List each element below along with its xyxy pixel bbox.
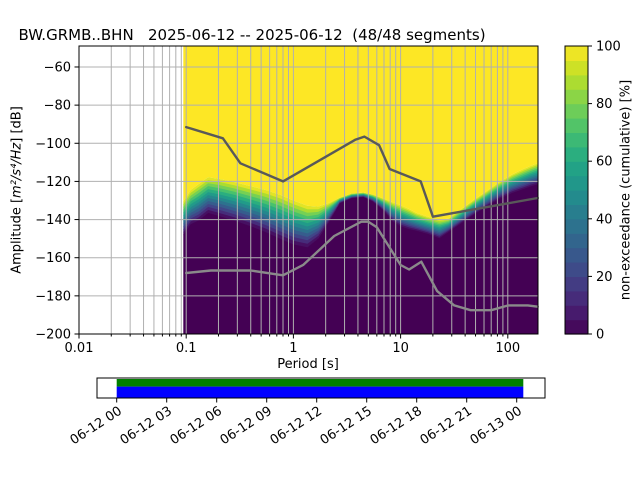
x-tick-label: 0.1 bbox=[176, 341, 197, 356]
y-tick-label: −60 bbox=[44, 60, 71, 75]
y-axis-label: Amplitude [m²/s⁴/Hz] [dB] bbox=[10, 106, 25, 274]
nhnm-line bbox=[184, 125, 539, 218]
y-tick-label: −120 bbox=[35, 175, 71, 190]
nhnm-line-group bbox=[184, 125, 539, 218]
nlnm-line bbox=[184, 220, 539, 312]
x-tick-label: 1 bbox=[289, 341, 297, 356]
plot-title: BW.GRMB..BHN 2025-06-12 -- 2025-06-12 (4… bbox=[18, 26, 486, 44]
timeline-data-extent-bar bbox=[116, 386, 524, 398]
y-tick-label: −160 bbox=[35, 251, 71, 266]
colorbar: 0 20 40 60 80 100 bbox=[564, 40, 621, 343]
timeline-tick-label: 06-12 03 bbox=[118, 404, 175, 448]
timeline-tick-label: 06-12 18 bbox=[368, 404, 425, 448]
colorbar-tick-label: 20 bbox=[596, 270, 613, 285]
timeline-tick-label: 06-12 12 bbox=[268, 404, 325, 448]
colorbar-tick-label: 0 bbox=[596, 328, 604, 343]
y-axis-label-suffix: ] [dB] bbox=[9, 106, 25, 143]
colorbar-tick-label: 40 bbox=[596, 212, 613, 227]
psd-distribution bbox=[183, 46, 538, 334]
x-tick-label: 0.01 bbox=[65, 341, 94, 356]
grid-lines bbox=[79, 46, 538, 334]
timeline-tick-label: 06-12 00 bbox=[68, 404, 125, 448]
axes-frame bbox=[74, 45, 539, 339]
colorbar-tick-label: 60 bbox=[596, 155, 613, 170]
x-tick-labels: 0.01 0.1 1 10 100 bbox=[65, 341, 521, 356]
colorbar-tick-label: 100 bbox=[596, 40, 621, 55]
colorbar-tick-label: 80 bbox=[596, 97, 613, 112]
timeline-tick-label: 06-12 15 bbox=[318, 404, 375, 448]
timeline-tick-label: 06-12 21 bbox=[418, 404, 475, 448]
colorbar-label: non-exceedance (cumulative) [%] bbox=[618, 79, 634, 301]
timeline-tick-label: 06-13 00 bbox=[468, 404, 525, 448]
y-axis-label-math: m²/s⁴/Hz bbox=[9, 142, 25, 198]
x-tick-label: 10 bbox=[392, 341, 409, 356]
y-tick-label: −100 bbox=[35, 137, 71, 152]
y-axis-label-prefix: Amplitude [ bbox=[9, 197, 25, 274]
nlnm-line-group bbox=[184, 220, 539, 312]
timeline bbox=[96, 377, 546, 403]
y-tick-label: −140 bbox=[35, 213, 71, 228]
timeline-coverage-bar bbox=[116, 379, 524, 387]
timeline-tick-label: 06-12 06 bbox=[168, 404, 225, 448]
x-axis-label: Period [s] bbox=[277, 357, 339, 372]
x-tick-label: 100 bbox=[495, 341, 520, 356]
y-tick-label: −180 bbox=[35, 289, 71, 304]
timeline-tick-label: 06-12 09 bbox=[218, 404, 275, 448]
y-tick-label: −80 bbox=[44, 99, 71, 114]
y-tick-label: −200 bbox=[35, 328, 71, 343]
y-tick-labels: −60 −80 −100 −120 −140 −160 −180 −200 bbox=[35, 60, 71, 342]
